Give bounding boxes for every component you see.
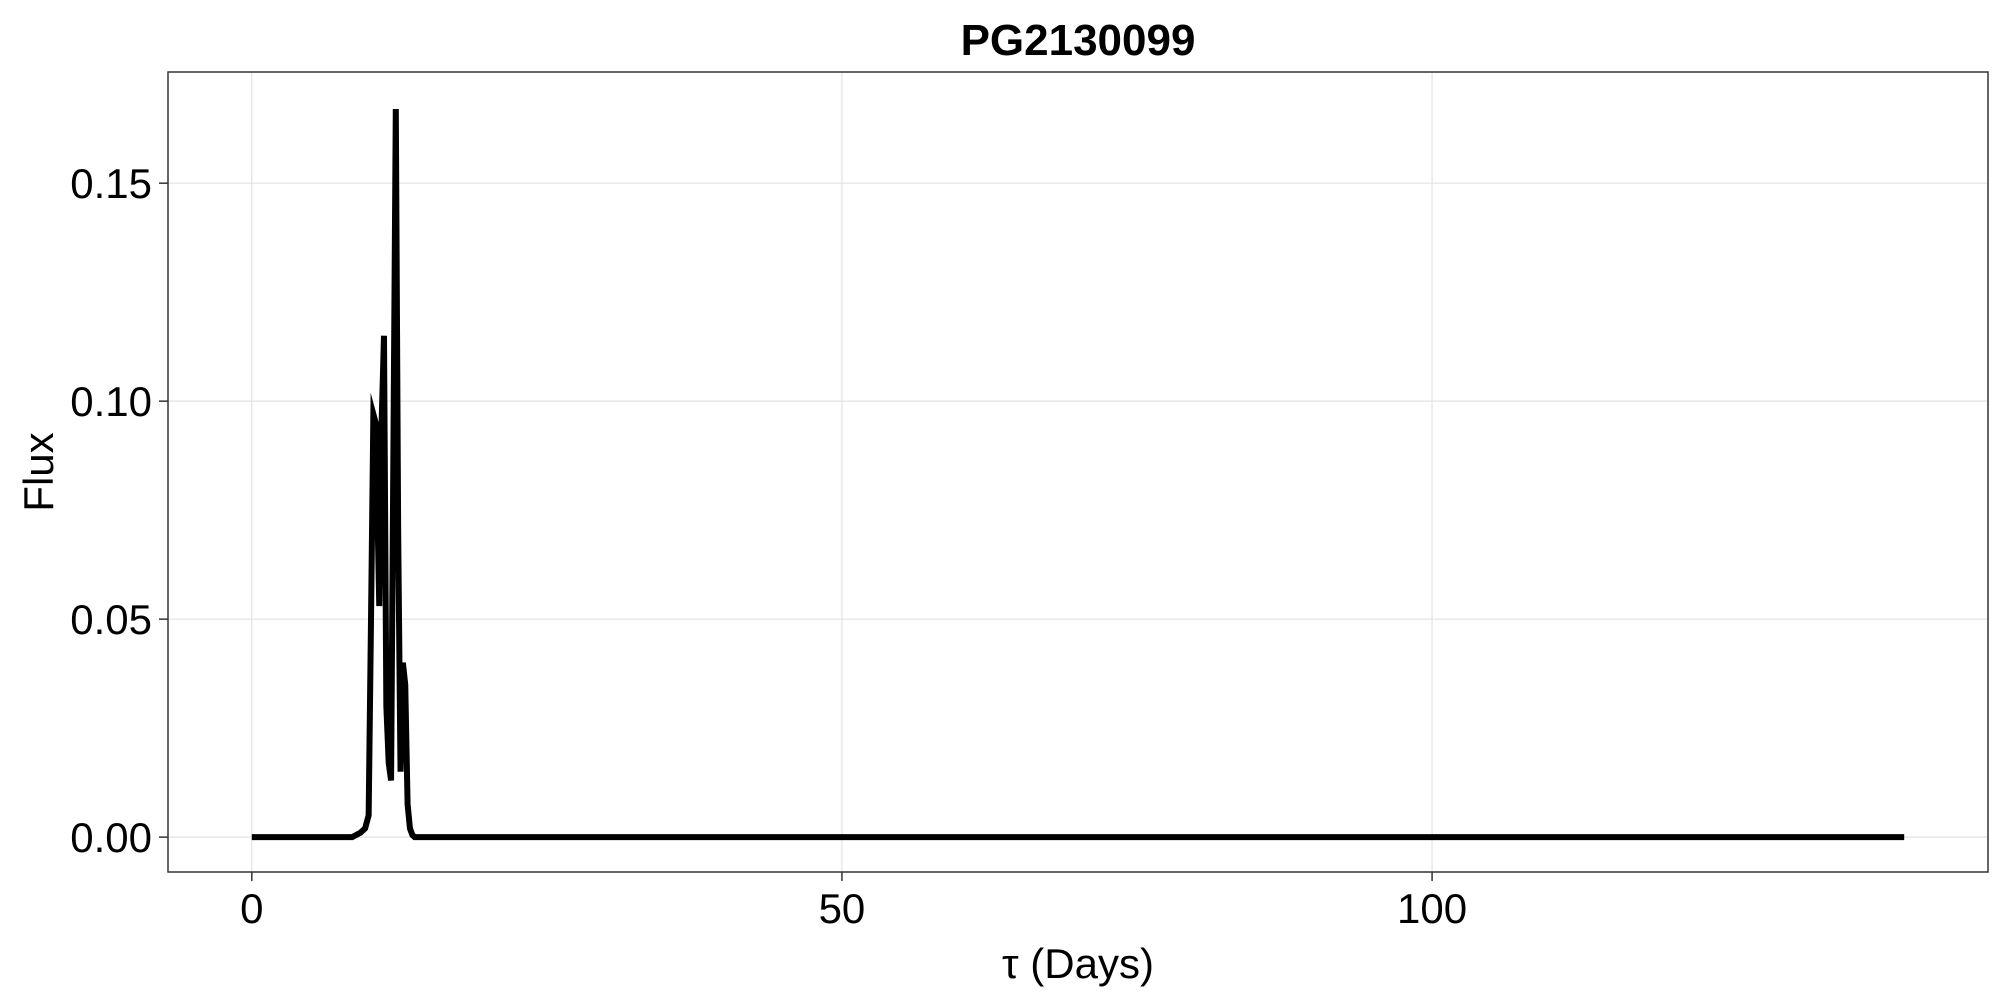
series-layer (251, 109, 1905, 841)
y-axis-label: Flux (15, 432, 62, 511)
chart-title: PG2130099 (961, 16, 1196, 65)
x-axis-label: τ (Days) (1002, 940, 1154, 987)
y-tick-label: 0.00 (70, 814, 152, 861)
y-tick-label: 0.15 (70, 160, 152, 207)
series-line-0 (251, 109, 1905, 841)
y-tick-label: 0.10 (70, 378, 152, 425)
plot-frame (167, 71, 1989, 873)
x-tick-label: 100 (1397, 885, 1467, 932)
x-tick-label: 0 (240, 885, 263, 932)
x-tick-label: 50 (819, 885, 866, 932)
axis-ticks: 0 50 100 0.00 0.05 0.10 0.15 (70, 160, 1467, 932)
y-tick-label: 0.05 (70, 596, 152, 643)
